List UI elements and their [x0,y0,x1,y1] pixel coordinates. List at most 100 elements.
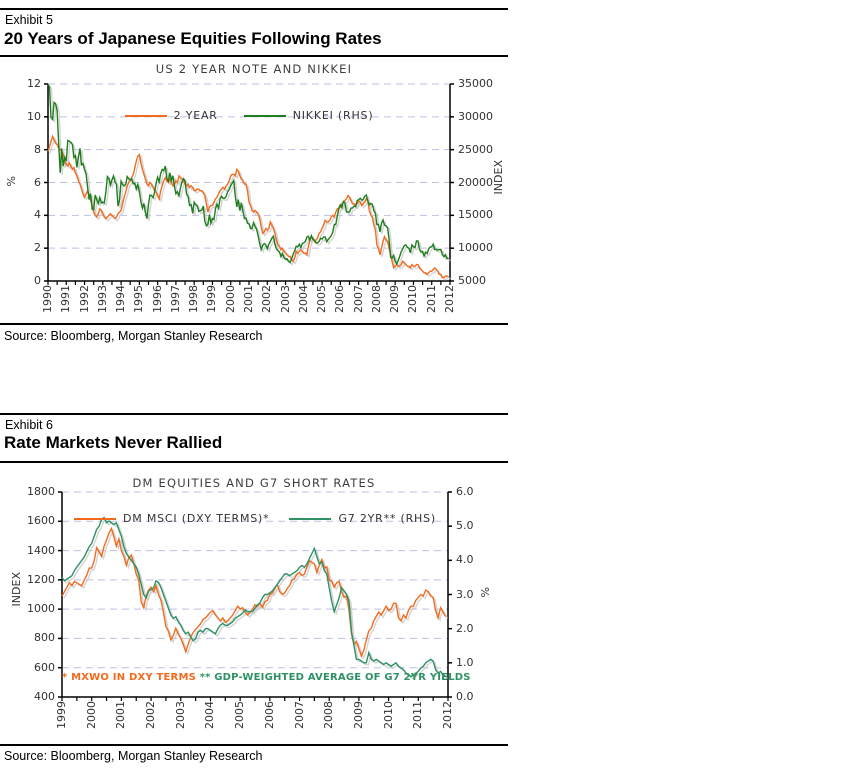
legend-label-nikkei: NIKKEI (RHS) [292,109,374,122]
x-axis-tick-label: 2003 [278,285,292,313]
left-axis-tick-label: 1400 [27,543,55,557]
exhibit6-title-rule [0,461,508,463]
left-axis-tick-label: 1200 [27,572,55,586]
right-axis-tick-label: 4.0 [456,553,474,567]
legend-label-dm-msci: DM MSCI (DXY TERMS)* [122,512,270,525]
chart2-right-axis-title: % [479,587,492,598]
chart1-legend: 2 YEAR NIKKEI (RHS) [48,109,450,122]
exhibit5-label: Exhibit 5 [5,13,53,27]
x-axis-tick-label: 2002 [260,285,274,313]
right-axis-tick-label: 6.0 [456,485,474,498]
x-axis-tick-label: 2000 [84,701,98,729]
series-shadow [49,136,451,281]
left-axis-tick-label: 2 [34,241,41,255]
legend-label-2-year: 2 YEAR [173,109,218,122]
legend-line-nikkei [243,114,286,117]
exhibit6-source: Source: Bloomberg, Morgan Stanley Resear… [4,749,263,763]
x-axis-tick-label: 1999 [55,701,68,729]
legend-item-g7-2yr: G7 2YR** (RHS) [289,512,436,525]
x-axis-tick-label: 2009 [351,701,365,729]
left-axis-tick-label: 1600 [27,514,55,528]
chart-us-2yr-nikkei: US 2 YEAR NOTE AND NIKKEI 2 YEAR NIKKEI … [0,60,520,322]
series-line-dm-msci-dxy-terms [61,526,447,658]
chart-dm-equities-g7-rates: DM EQUITIES AND G7 SHORT RATES DM MSCI (… [0,470,520,742]
x-axis-tick-label: 2006 [262,701,276,729]
left-axis-tick-label: 0 [34,274,41,287]
exhibit6-title: Rate Markets Never Rallied [4,433,223,452]
x-axis-tick-label: 1998 [187,285,201,313]
series-line-nikkei-rhs [47,83,449,266]
x-axis-tick-label: 2009 [388,285,402,313]
left-axis-tick-label: 4 [34,208,41,222]
footnote-gdp-weighted: ** GDP-WEIGHTED AVERAGE OF G7 2YR YIELDS [199,672,471,683]
x-axis-tick-label: 2007 [351,285,365,313]
left-axis-tick-label: 12 [27,77,41,90]
x-axis-tick-label: 2005 [315,285,329,313]
footnote-mxwo: * MXWO IN DXY TERMS [62,672,196,683]
legend-line-2-year [124,114,167,117]
chart1-right-axis-title: INDEX [492,160,505,195]
exhibit5-top-rule [0,8,508,10]
right-axis-tick-label: 2.0 [456,621,474,635]
x-axis-tick-label: 1997 [168,285,182,313]
x-axis-tick-label: 1990 [41,285,54,313]
right-axis-tick-label: 0.0 [456,690,474,703]
x-axis-tick-label: 1993 [95,285,109,313]
right-axis-tick-label: 5.0 [456,519,474,533]
exhibit6-source-rule [0,744,508,746]
left-axis-tick-label: 1800 [27,485,55,498]
right-axis-tick-label: 35000 [458,77,493,90]
right-axis-tick-label: 20000 [458,175,493,189]
x-axis-tick-label: 2000 [223,285,237,313]
x-axis-tick-label: 2003 [173,701,187,729]
x-axis-tick-label: 1992 [77,285,91,313]
x-axis-tick-label: 2011 [411,701,425,729]
x-axis-tick-label: 2007 [292,701,306,729]
series-line-g7-2yr-rhs [61,516,446,678]
right-axis-tick-label: 3.0 [456,587,474,601]
x-axis-tick-label: 2001 [242,285,255,313]
legend-line-g7-2yr [289,517,332,520]
x-axis-tick-label: 2011 [424,285,438,313]
x-axis-tick-label: 1999 [205,285,219,313]
left-axis-tick-label: 800 [34,631,55,645]
right-axis-tick-label: 15000 [458,208,493,222]
exhibit6-label: Exhibit 6 [5,418,53,432]
x-axis-tick-label: 1991 [59,285,73,313]
left-axis-tick-label: 600 [34,660,55,674]
x-axis-tick-label: 2010 [406,285,420,313]
chart-plot-area [44,83,454,285]
legend-item-2-year: 2 YEAR [124,109,218,122]
x-axis-tick-label: 2008 [369,285,383,313]
x-axis-tick-label: 1994 [114,285,128,313]
x-axis-tick-label: 2008 [322,701,336,729]
legend-line-dm-msci [73,517,116,520]
legend-item-dm-msci: DM MSCI (DXY TERMS)* [73,512,270,525]
right-axis-tick-label: 1.0 [456,655,474,669]
left-axis-tick-label: 6 [34,175,41,189]
left-axis-tick-label: 8 [34,142,41,156]
x-axis-tick-label: 1995 [132,285,146,313]
left-axis-tick-label: 10 [27,109,41,123]
series-shadow [63,528,449,660]
exhibit5-source: Source: Bloomberg, Morgan Stanley Resear… [4,329,263,343]
x-axis-tick-label: 2001 [114,701,128,729]
x-axis-tick-label: 2010 [381,701,395,729]
chart2-footnote: * MXWO IN DXY TERMS ** GDP-WEIGHTED AVER… [62,672,470,683]
chart1-title: US 2 YEAR NOTE AND NIKKEI [155,62,353,76]
x-axis-tick-label: 1996 [150,285,164,313]
x-axis-tick-label: 2006 [333,285,347,313]
x-axis-tick-label: 2004 [203,701,217,729]
exhibit5-source-rule [0,323,508,325]
left-axis-tick-label: 400 [34,690,55,703]
exhibit5-title-rule [0,55,508,57]
x-axis-tick-label: 2002 [144,701,158,729]
x-axis-tick-label: 2012 [443,285,456,313]
series-line-2-year [47,134,449,279]
chart2-legend: DM MSCI (DXY TERMS)* G7 2YR** (RHS) [62,512,448,525]
x-axis-tick-label: 2005 [233,701,247,729]
right-axis-tick-label: 25000 [458,142,493,156]
chart-plot-area [58,491,452,701]
right-axis-tick-label: 10000 [458,241,493,255]
chart2-title: DM EQUITIES AND G7 SHORT RATES [132,476,376,490]
